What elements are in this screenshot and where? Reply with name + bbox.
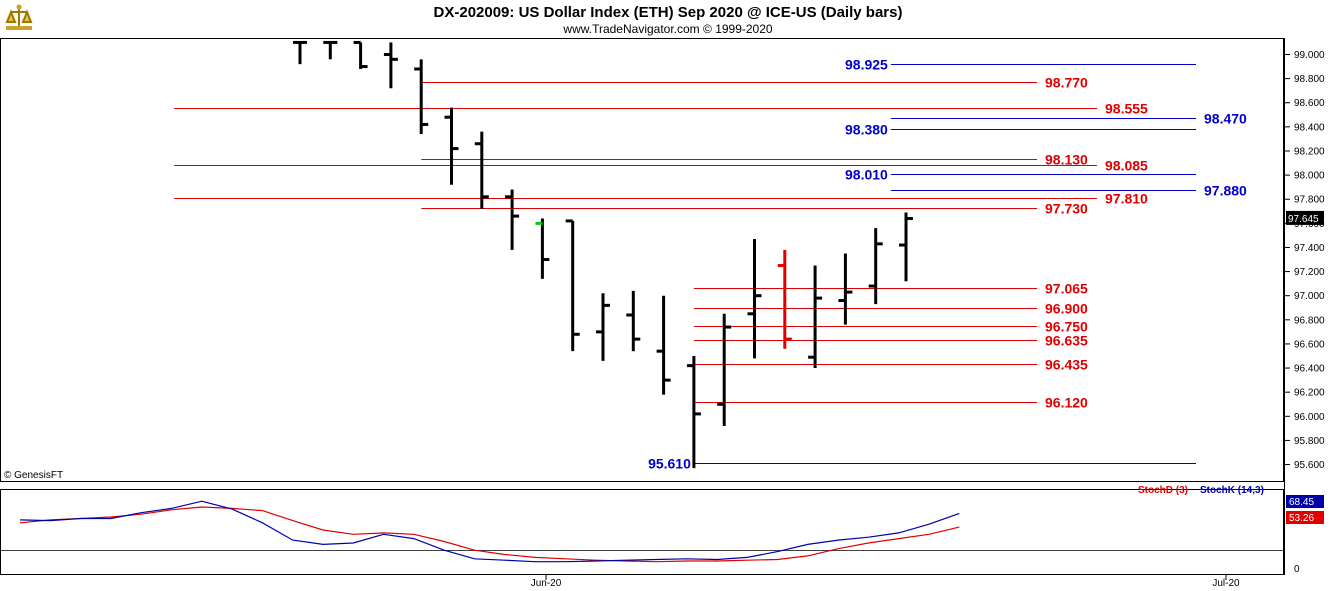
ohlc-bar [626,290,641,352]
stoch-value-badge [1286,511,1324,524]
level-label: 98.380 [845,122,888,138]
level-label: 98.130 [1045,152,1088,168]
ohlc-bar [293,40,307,65]
last-price-box [1286,210,1324,225]
watermark: © GenesisFT [4,470,63,481]
level-label: 96.435 [1045,357,1088,373]
price-tick-label: 99.000 [1294,50,1325,61]
price-tick-label: 95.600 [1294,460,1325,471]
price-panel [0,38,1284,482]
ohlc-bar [323,40,338,60]
ohlc-bar [838,253,853,325]
price-tick-label: 96.600 [1294,339,1325,350]
ohlc-bar [899,212,913,282]
price-bars [293,40,913,469]
level-label: 96.900 [1045,301,1088,317]
stoch-series-line [19,500,960,563]
price-tick-label: 98.000 [1294,171,1325,182]
level-label: 98.085 [1105,158,1148,174]
stochastic-legend: StochD (3) StochK (14,3) [1138,485,1264,496]
stoch-value-badge [1286,495,1324,508]
stoch-series-line [19,506,960,563]
level-label: 98.770 [1045,75,1088,91]
ohlc-bar [656,295,671,395]
ohlc-bar [383,42,398,89]
stochastic-lines: 53.26 68.45 0 [19,495,1324,575]
date-tick-label: Jun-20 [531,578,562,589]
level-label: 97.880 [1204,183,1247,199]
ohlc-bar [505,189,520,250]
stochastic-panel [0,489,1284,575]
stoch-value-label: 53.26 [1289,513,1314,524]
price-tick-label: 96.200 [1294,388,1325,399]
ohlc-bar [444,107,459,185]
date-axis: Jun-20 Jul-20 [531,575,1240,589]
level-label: 98.470 [1204,111,1247,127]
level-label: 97.810 [1105,191,1148,207]
level-label: 95.610 [648,456,691,472]
price-tick-label: 98.400 [1294,122,1325,133]
ohlc-bar [414,59,429,135]
trader-logo-icon [5,4,33,30]
price-tick-label: 98.800 [1294,74,1325,85]
ohlc-bar [747,239,762,359]
price-tick-label: 97.200 [1294,267,1325,278]
price-tick-label: 96.800 [1294,315,1325,326]
ohlc-bar [353,40,368,69]
chart-subtitle: www.TradeNavigator.com © 1999-2020 [562,22,772,36]
price-tick-label: 97.800 [1294,195,1325,206]
level-label: 96.635 [1045,333,1088,349]
ohlc-bar [777,249,792,349]
level-label: 97.730 [1045,201,1088,217]
level-lines: 98.925 98.770 98.555 98.470 98.380 98.130 98.0… [174,57,1247,472]
last-price-value: 97.645 [1288,214,1319,225]
level-label: 98.925 [845,57,888,73]
price-tick-label: 96.000 [1294,412,1325,423]
date-tick-label: Jul-20 [1212,578,1240,589]
stoch-tick-label: 0 [1294,564,1300,575]
last-price-badge: 97.645 [1286,210,1324,225]
level-label: 98.555 [1105,101,1148,117]
level-label: 98.010 [845,167,888,183]
ohlc-bar [808,265,823,369]
ohlc-bar [686,356,701,469]
price-tick-label: 97.000 [1294,291,1325,302]
price-tick-label: 95.800 [1294,436,1325,447]
chart-title: DX-202009: US Dollar Index (ETH) Sep 202… [434,4,903,21]
price-tick-label: 98.600 [1294,98,1325,109]
price-tick-label: 96.400 [1294,364,1325,375]
ohlc-bar [474,131,489,209]
ohlc-bar [596,293,610,361]
price-tick-label: 98.200 [1294,146,1325,157]
ohlc-bar [565,219,580,352]
price-axis: 99.000 98.800 98.600 98.400 98.200 98.000 97.8… [1284,50,1325,471]
header: DX-202009: US Dollar Index (ETH) Sep 202… [5,4,903,36]
level-label: 96.120 [1045,395,1088,411]
stochd-legend: StochD (3) [1138,485,1188,496]
stoch-value-label: 68.45 [1289,497,1314,508]
ohlc-bar [535,218,550,279]
ohlc-bar [868,228,883,305]
level-label: 96.750 [1045,319,1088,335]
price-tick-label: 97.400 [1294,243,1325,254]
stochk-legend: StochK (14,3) [1200,485,1264,496]
ohlc-bar [717,313,732,426]
level-label: 97.065 [1045,281,1088,297]
